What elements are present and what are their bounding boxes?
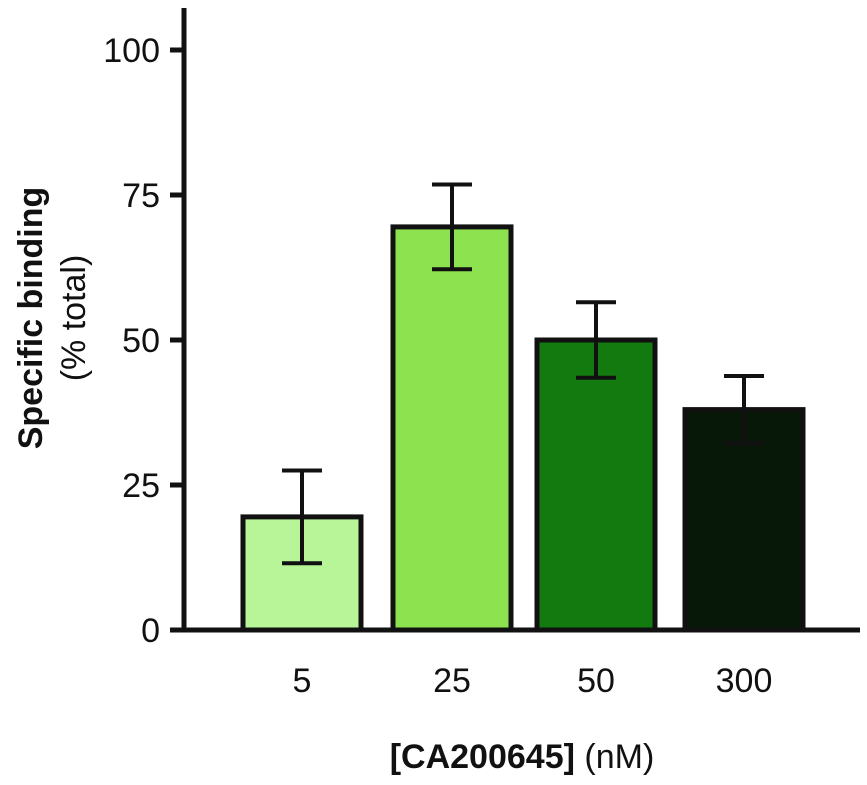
- bar-300: [682, 407, 806, 633]
- x-axis-title: [CA200645] (nM): [390, 738, 655, 776]
- x-axis-ticks: 5 25 50 300: [293, 662, 773, 700]
- y-axis-ticks: 0 25 50 75 100: [103, 32, 184, 650]
- y-axis-title: Specific binding: [12, 187, 50, 450]
- y-axis-title-unit: (% total): [55, 255, 93, 382]
- y-axis-subtitle: (% total): [55, 255, 93, 382]
- x-tick-label: 50: [577, 662, 615, 700]
- x-tick-label: 300: [716, 662, 773, 700]
- x-axis-title-unit: (nM): [584, 738, 654, 776]
- x-axis-title-main: [CA200645]: [390, 738, 575, 776]
- y-tick-label: 100: [103, 32, 160, 70]
- y-tick-label: 25: [122, 467, 160, 505]
- bars: [240, 224, 806, 633]
- error-bars: [282, 182, 764, 566]
- y-tick-label: 75: [122, 177, 160, 215]
- x-tick-label: 25: [433, 662, 471, 700]
- bar-50: [534, 337, 658, 633]
- bar-25: [390, 224, 514, 633]
- x-tick-label: 5: [293, 662, 312, 700]
- y-tick-label: 50: [122, 322, 160, 360]
- y-tick-label: 0: [141, 612, 160, 650]
- y-axis-title-main: Specific binding: [12, 187, 50, 450]
